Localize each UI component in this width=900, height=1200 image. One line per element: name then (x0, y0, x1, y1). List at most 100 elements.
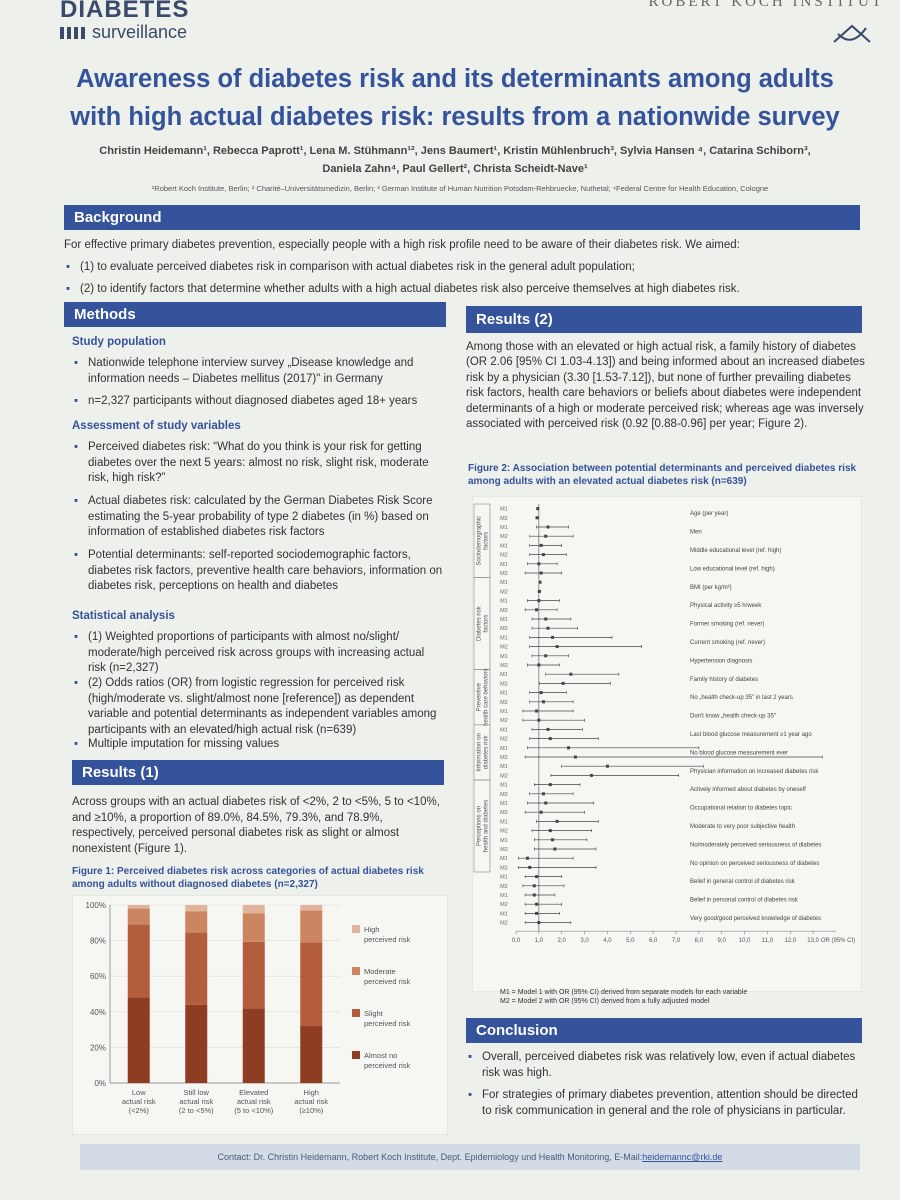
contact-bar: Contact: Dr. Christin Heidemann, Robert … (80, 1144, 860, 1170)
bar-segment (127, 924, 150, 998)
variable-label: Last blood glucose measurement ≥1 year a… (690, 732, 812, 738)
legend-swatch (352, 925, 360, 933)
or-point (551, 838, 555, 842)
assessment-bullet-3: Potential determinants: self-reported so… (72, 548, 444, 595)
or-point (539, 571, 543, 575)
bar-segment (185, 911, 208, 933)
top-bar: DIABETES surveillance ROBERT KOCH INSTIT… (0, 0, 900, 50)
bar-segment (185, 1004, 208, 1083)
background-aim-1: (1) to evaluate perceived diabetes risk … (64, 260, 864, 276)
model-label: M2 (500, 516, 508, 522)
bar-segment (242, 913, 265, 942)
x-tick-label: High (304, 1088, 319, 1097)
model-label: M2 (500, 773, 508, 779)
variable-label: Moderate to very poor subjective health (690, 824, 795, 830)
bar-segment (127, 997, 150, 1083)
study-population-bullet-1: Nationwide telephone interview survey „D… (72, 356, 442, 387)
model-label: M1 (500, 746, 508, 752)
model-label: M2 (500, 571, 508, 577)
group-label: Sociodemographicfactors (477, 516, 490, 566)
model-label: M2 (500, 589, 508, 595)
assessment-bullet-2: Actual diabetes risk: calculated by the … (72, 494, 444, 541)
model-label: M1 (500, 893, 508, 899)
or-point (537, 599, 541, 603)
model-label: M1 (500, 801, 508, 807)
model-label: M1 (500, 599, 508, 605)
variable-label: Physician information on increased diabe… (690, 769, 819, 775)
or-point (541, 553, 545, 557)
background-aim-2: (2) to identify factors that determine w… (64, 282, 864, 298)
variable-label: Hypertension diagnosis (690, 658, 752, 664)
model-label: M1 (500, 727, 508, 733)
study-population-heading: Study population (72, 336, 166, 348)
or-point (539, 691, 543, 695)
x-tick-label: 8,0 (695, 938, 704, 944)
or-point (532, 884, 536, 888)
or-point (546, 727, 550, 731)
bar-segment (185, 932, 208, 1005)
logo-main: DIABETES (60, 0, 190, 23)
variable-label: Don't know „health check-up 35" (690, 714, 776, 720)
bar-segment (127, 908, 150, 925)
or-point (537, 921, 541, 925)
contact-email-link[interactable]: heidemannc@rki.de (642, 1152, 723, 1162)
legend-label: Slight (364, 1009, 384, 1018)
or-point (589, 773, 593, 777)
statistical-bullet-2: (2) Odds ratios (OR) from logistic regre… (72, 676, 444, 738)
variable-label: No/moderately perceived seriousness of d… (690, 842, 821, 848)
bar-segment (242, 941, 265, 1009)
or-point (605, 764, 609, 768)
model-label: M1 (500, 672, 508, 678)
x-tick-label: actual risk (179, 1097, 213, 1106)
y-tick-label: 20% (90, 1043, 106, 1052)
model-label: M2 (500, 810, 508, 816)
model-label: M2 (500, 608, 508, 614)
figure2-note-2: M2 = Model 2 with OR (95% CI) derived fr… (500, 998, 710, 1005)
x-tick-label: actual risk (237, 1097, 271, 1106)
or-point (535, 911, 539, 915)
model-label: M1 (500, 617, 508, 623)
or-point (528, 865, 532, 869)
group-label: Perceptions onhealth and diabetes (477, 800, 490, 852)
model-label: M1 (500, 709, 508, 715)
x-tick-label: 2,0 (558, 938, 567, 944)
or-point (541, 792, 545, 796)
model-label: M2 (500, 829, 508, 835)
x-tick-label: 12,0 (784, 938, 796, 944)
model-label: M1 (500, 764, 508, 770)
model-label: M1 (500, 691, 508, 697)
or-point (555, 819, 559, 823)
or-point (548, 737, 552, 741)
variable-label: Very good/good perceived knowledge of di… (690, 916, 821, 922)
or-point (536, 507, 540, 511)
or-point (567, 746, 571, 750)
or-point (548, 829, 552, 833)
model-label: M1 (500, 543, 508, 549)
or-point (544, 801, 548, 805)
or-point (546, 626, 550, 630)
statistical-heading: Statistical analysis (72, 610, 175, 622)
legend-label: perceived risk (364, 1019, 411, 1028)
background-heading: Background (64, 205, 860, 230)
variable-label: Former smoking (ref. never) (690, 622, 764, 628)
model-label: M2 (500, 884, 508, 890)
model-label: M1 (500, 654, 508, 660)
or-point (537, 718, 541, 722)
variable-label: No „health check-up 35" in last 2 years (690, 695, 793, 701)
or-point (539, 543, 543, 547)
legend-label: perceived risk (364, 977, 411, 986)
x-tick-label: (5 to <10%) (234, 1106, 273, 1115)
variable-label: Occupational relation to diabetes topic (690, 806, 792, 812)
model-label: M1 (500, 507, 508, 513)
model-label: M1 (500, 838, 508, 844)
or-point (569, 672, 573, 676)
variable-label: Men (690, 530, 702, 536)
x-axis-label: OR (95% CI) (821, 938, 855, 944)
or-point (535, 875, 539, 879)
legend-label: Moderate (364, 967, 396, 976)
model-label: M2 (500, 792, 508, 798)
group-label: Diabetes riskfactors (477, 605, 490, 641)
bar-segment (185, 905, 208, 912)
bar-segment (300, 905, 323, 911)
